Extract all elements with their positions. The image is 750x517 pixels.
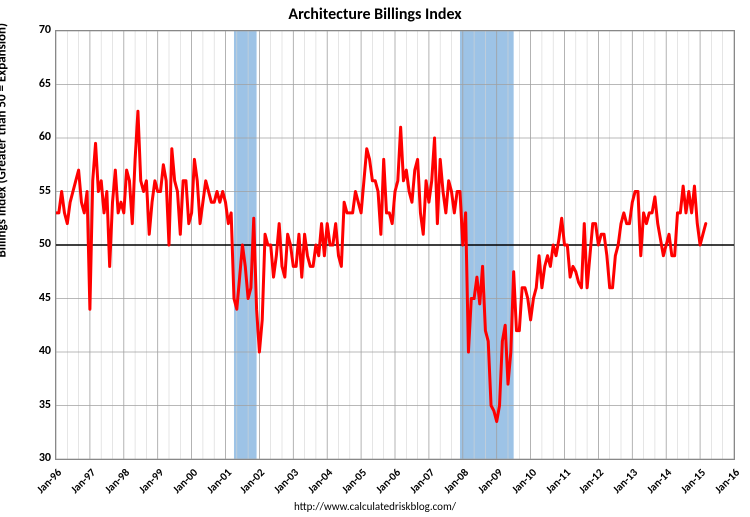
x-tick-label: Jan-97 (68, 466, 98, 496)
x-tick-label: Jan-10 (509, 466, 539, 496)
y-tick-label: 45 (23, 291, 51, 305)
x-tick-label: Jan-09 (475, 466, 505, 496)
y-tick-label: 70 (23, 23, 51, 37)
chart-title: Architecture Billings Index (0, 5, 750, 24)
x-tick-label: Jan-16 (712, 466, 742, 496)
x-tick-label: Jan-15 (678, 466, 708, 496)
y-tick-label: 30 (23, 451, 51, 465)
x-tick-label: Jan-01 (204, 466, 234, 496)
x-tick-label: Jan-02 (238, 466, 268, 496)
x-tick-label: Jan-14 (644, 466, 674, 496)
x-tick-label: Jan-99 (136, 466, 166, 496)
x-tick-label: Jan-03 (271, 466, 301, 496)
y-axis-label: Billings Index (Greater than 50 = Expans… (0, 23, 10, 258)
x-tick-label: Jan-05 (339, 466, 369, 496)
billings-series-line (56, 111, 706, 421)
x-tick-label: Jan-06 (373, 466, 403, 496)
x-tick-label: Jan-04 (305, 466, 335, 496)
x-tick-label: Jan-08 (441, 466, 471, 496)
source-footnote: http://www.calculatedriskblog.com/ (0, 500, 750, 513)
y-tick-label: 60 (23, 130, 51, 144)
y-tick-label: 65 (23, 77, 51, 91)
chart-container: Architecture Billings Index Billings Ind… (0, 0, 750, 517)
y-tick-label: 55 (23, 184, 51, 198)
y-tick-label: 50 (23, 237, 51, 251)
y-tick-label: 35 (23, 398, 51, 412)
x-tick-label: Jan-07 (407, 466, 437, 496)
x-tick-label: Jan-11 (543, 466, 573, 496)
plot-area (55, 30, 735, 460)
x-tick-label: Jan-13 (610, 466, 640, 496)
x-tick-label: Jan-12 (577, 466, 607, 496)
y-tick-label: 40 (23, 344, 51, 358)
x-tick-label: Jan-98 (102, 466, 132, 496)
x-tick-label: Jan-00 (170, 466, 200, 496)
x-tick-label: Jan-96 (34, 466, 64, 496)
